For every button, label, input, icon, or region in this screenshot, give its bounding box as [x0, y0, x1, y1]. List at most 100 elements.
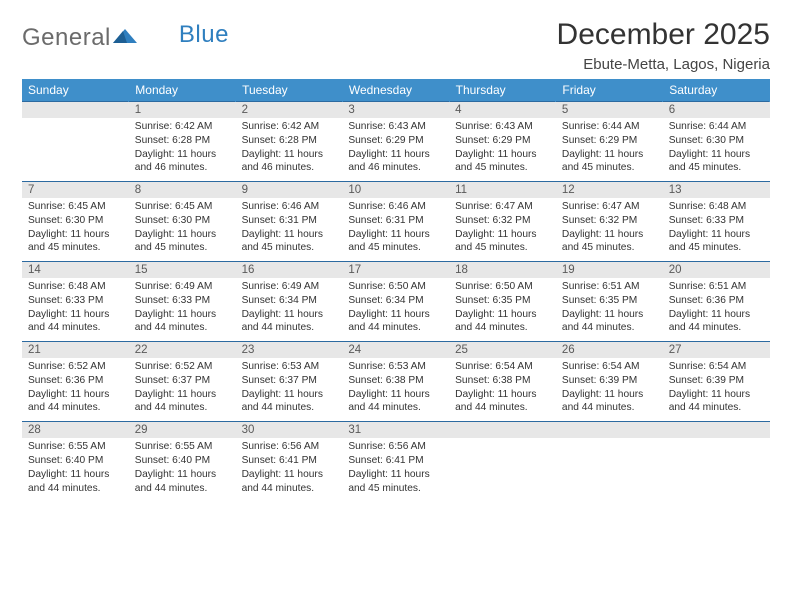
day1-text: Daylight: 11 hours: [242, 228, 337, 242]
sunset-text: Sunset: 6:33 PM: [28, 294, 123, 308]
day1-text: Daylight: 11 hours: [669, 388, 764, 402]
day-cell: Sunrise: 6:47 AMSunset: 6:32 PMDaylight:…: [556, 198, 663, 262]
day-number: 2: [236, 102, 343, 119]
day-number: [449, 422, 556, 439]
sunset-text: Sunset: 6:35 PM: [455, 294, 550, 308]
sunset-text: Sunset: 6:30 PM: [669, 134, 764, 148]
sunset-text: Sunset: 6:40 PM: [135, 454, 230, 468]
day-cell: Sunrise: 6:50 AMSunset: 6:35 PMDaylight:…: [449, 278, 556, 342]
day-number: 24: [342, 342, 449, 359]
day2-text: and 45 minutes.: [455, 161, 550, 175]
sunrise-text: Sunrise: 6:54 AM: [669, 360, 764, 374]
day-number: 4: [449, 102, 556, 119]
day-cell: Sunrise: 6:51 AMSunset: 6:35 PMDaylight:…: [556, 278, 663, 342]
sunset-text: Sunset: 6:41 PM: [242, 454, 337, 468]
sunrise-text: Sunrise: 6:47 AM: [562, 200, 657, 214]
day2-text: and 46 minutes.: [348, 161, 443, 175]
day-number: 30: [236, 422, 343, 439]
data-row: Sunrise: 6:48 AMSunset: 6:33 PMDaylight:…: [22, 278, 770, 342]
day1-text: Daylight: 11 hours: [242, 388, 337, 402]
day-cell: Sunrise: 6:46 AMSunset: 6:31 PMDaylight:…: [342, 198, 449, 262]
sunset-text: Sunset: 6:37 PM: [242, 374, 337, 388]
day-cell: Sunrise: 6:55 AMSunset: 6:40 PMDaylight:…: [129, 438, 236, 501]
sunrise-text: Sunrise: 6:42 AM: [242, 120, 337, 134]
day-cell: Sunrise: 6:56 AMSunset: 6:41 PMDaylight:…: [236, 438, 343, 501]
weekday-header-row: Sunday Monday Tuesday Wednesday Thursday…: [22, 79, 770, 102]
weekday-header: Sunday: [22, 79, 129, 102]
day1-text: Daylight: 11 hours: [348, 308, 443, 322]
sunset-text: Sunset: 6:30 PM: [28, 214, 123, 228]
day2-text: and 44 minutes.: [669, 401, 764, 415]
sunset-text: Sunset: 6:30 PM: [135, 214, 230, 228]
day1-text: Daylight: 11 hours: [135, 308, 230, 322]
day-number: 3: [342, 102, 449, 119]
day-cell: Sunrise: 6:54 AMSunset: 6:39 PMDaylight:…: [556, 358, 663, 422]
day-number: 23: [236, 342, 343, 359]
day2-text: and 44 minutes.: [28, 321, 123, 335]
day-cell: Sunrise: 6:42 AMSunset: 6:28 PMDaylight:…: [236, 118, 343, 182]
day-number: [556, 422, 663, 439]
day2-text: and 44 minutes.: [348, 401, 443, 415]
day-cell: Sunrise: 6:43 AMSunset: 6:29 PMDaylight:…: [342, 118, 449, 182]
day2-text: and 45 minutes.: [348, 482, 443, 496]
sunrise-text: Sunrise: 6:49 AM: [135, 280, 230, 294]
day2-text: and 45 minutes.: [28, 241, 123, 255]
sunrise-text: Sunrise: 6:46 AM: [348, 200, 443, 214]
title-block: December 2025 Ebute-Metta, Lagos, Nigeri…: [557, 18, 770, 73]
day2-text: and 44 minutes.: [562, 401, 657, 415]
sunset-text: Sunset: 6:32 PM: [455, 214, 550, 228]
sunset-text: Sunset: 6:28 PM: [242, 134, 337, 148]
day-number: 13: [663, 182, 770, 199]
day-number: 5: [556, 102, 663, 119]
data-row: Sunrise: 6:45 AMSunset: 6:30 PMDaylight:…: [22, 198, 770, 262]
sunrise-text: Sunrise: 6:44 AM: [669, 120, 764, 134]
sunrise-text: Sunrise: 6:54 AM: [562, 360, 657, 374]
day-cell: Sunrise: 6:50 AMSunset: 6:34 PMDaylight:…: [342, 278, 449, 342]
sunrise-text: Sunrise: 6:48 AM: [28, 280, 123, 294]
day-cell: Sunrise: 6:49 AMSunset: 6:33 PMDaylight:…: [129, 278, 236, 342]
day1-text: Daylight: 11 hours: [242, 148, 337, 162]
sunrise-text: Sunrise: 6:51 AM: [562, 280, 657, 294]
sunset-text: Sunset: 6:28 PM: [135, 134, 230, 148]
day-number: 21: [22, 342, 129, 359]
sunrise-text: Sunrise: 6:45 AM: [28, 200, 123, 214]
sunset-text: Sunset: 6:31 PM: [242, 214, 337, 228]
day1-text: Daylight: 11 hours: [669, 308, 764, 322]
day-number: 6: [663, 102, 770, 119]
day1-text: Daylight: 11 hours: [28, 228, 123, 242]
weekday-header: Wednesday: [342, 79, 449, 102]
day2-text: and 44 minutes.: [669, 321, 764, 335]
sunrise-text: Sunrise: 6:51 AM: [669, 280, 764, 294]
day1-text: Daylight: 11 hours: [135, 468, 230, 482]
day2-text: and 44 minutes.: [562, 321, 657, 335]
day2-text: and 44 minutes.: [28, 482, 123, 496]
day2-text: and 44 minutes.: [242, 401, 337, 415]
day1-text: Daylight: 11 hours: [348, 468, 443, 482]
day-number: 15: [129, 262, 236, 279]
sunset-text: Sunset: 6:32 PM: [562, 214, 657, 228]
day1-text: Daylight: 11 hours: [562, 148, 657, 162]
day-number: 1: [129, 102, 236, 119]
day2-text: and 45 minutes.: [562, 241, 657, 255]
day1-text: Daylight: 11 hours: [242, 308, 337, 322]
sunrise-text: Sunrise: 6:54 AM: [455, 360, 550, 374]
sunset-text: Sunset: 6:38 PM: [455, 374, 550, 388]
day-number: 11: [449, 182, 556, 199]
day-number: 14: [22, 262, 129, 279]
sunset-text: Sunset: 6:34 PM: [348, 294, 443, 308]
day1-text: Daylight: 11 hours: [455, 148, 550, 162]
sunset-text: Sunset: 6:41 PM: [348, 454, 443, 468]
sunset-text: Sunset: 6:33 PM: [135, 294, 230, 308]
day-number: 31: [342, 422, 449, 439]
logo: General Blue: [22, 18, 229, 52]
day-cell: Sunrise: 6:45 AMSunset: 6:30 PMDaylight:…: [22, 198, 129, 262]
day2-text: and 44 minutes.: [242, 482, 337, 496]
location: Ebute-Metta, Lagos, Nigeria: [557, 56, 770, 73]
sunrise-text: Sunrise: 6:44 AM: [562, 120, 657, 134]
day-cell: Sunrise: 6:53 AMSunset: 6:37 PMDaylight:…: [236, 358, 343, 422]
daynum-row: 21222324252627: [22, 342, 770, 359]
sunset-text: Sunset: 6:35 PM: [562, 294, 657, 308]
sunrise-text: Sunrise: 6:43 AM: [348, 120, 443, 134]
day-cell: Sunrise: 6:43 AMSunset: 6:29 PMDaylight:…: [449, 118, 556, 182]
day2-text: and 44 minutes.: [135, 401, 230, 415]
